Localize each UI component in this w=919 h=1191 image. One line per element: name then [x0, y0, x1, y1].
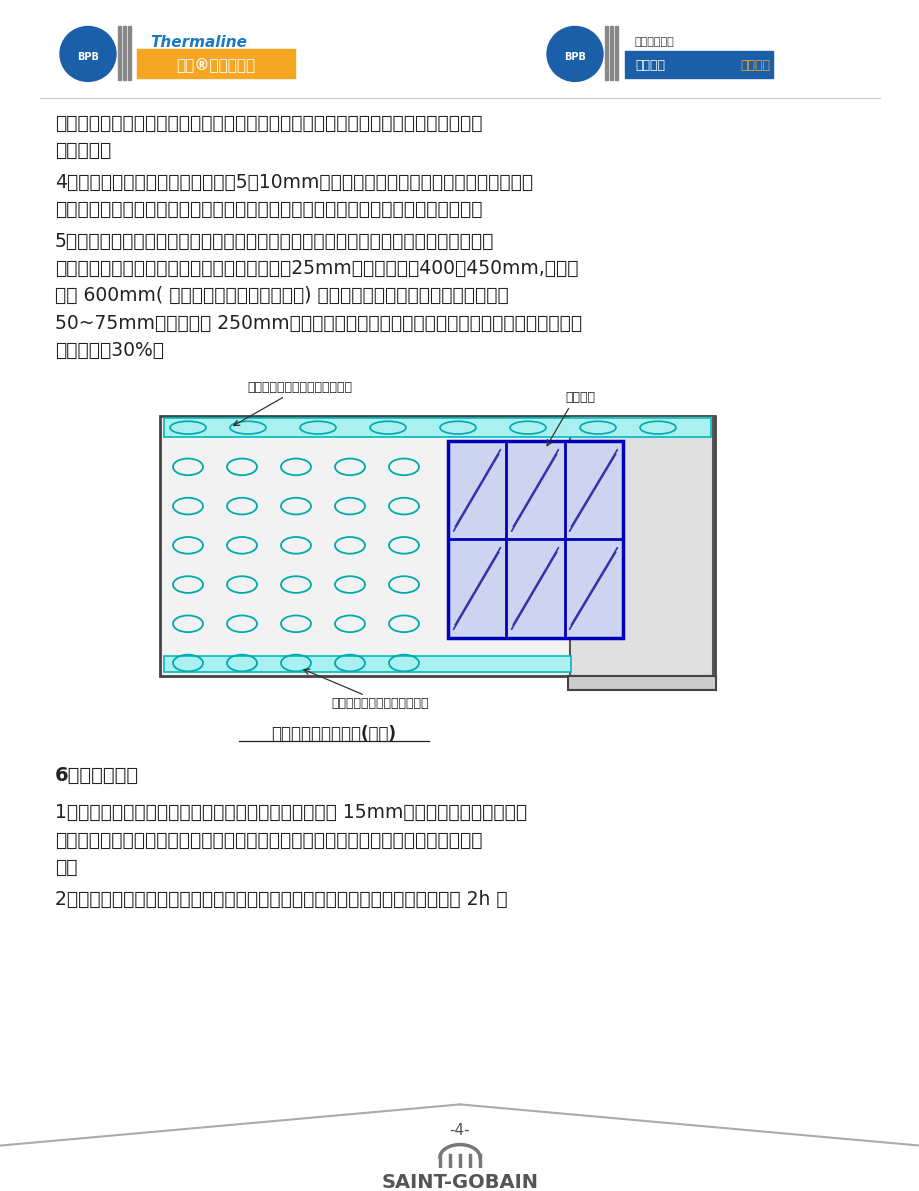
Bar	[570, 416, 712, 675]
Bar	[128, 25, 131, 81]
Bar	[118, 25, 121, 81]
Bar	[164, 656, 571, 672]
Text: 50~75mm，长度约为 250mm，在踢脚线位置连续批抹粘贴材料，整体石膏粘贴面积不小: 50~75mm，长度约为 250mm，在踢脚线位置连续批抹粘贴材料，整体石膏粘贴…	[55, 314, 582, 332]
Text: 板粘贴控制线，门窗洞口控制线。画出复合板的外侧位置线，确定复合板的粘贴位置。: 板粘贴控制线，门窗洞口控制线。画出复合板的外侧位置线，确定复合板的粘贴位置。	[55, 200, 482, 219]
Circle shape	[60, 26, 116, 81]
Text: 距为 600mm( 施工时可根据具体情况而定) 确定粘贴石膏位置，粘贴料块每块宽为: 距为 600mm( 施工时可根据具体情况而定) 确定粘贴石膏位置，粘贴料块每块宽…	[55, 286, 508, 305]
Text: 粘结石膏: 粘结石膏	[564, 391, 595, 404]
Text: 1）在粘贴复合板前，应确保复合板长度小于墙面高度约 15mm。复合板从墙面一边顺序: 1）在粘贴复合板前，应确保复合板长度小于墙面高度约 15mm。复合板从墙面一边顺…	[55, 803, 527, 822]
Text: 于总面积的30%。: 于总面积的30%。	[55, 342, 164, 361]
Text: 齐。: 齐。	[55, 859, 77, 878]
Text: BPB: BPB	[77, 52, 99, 62]
Text: 复合板边线向内打点，两边粘贴块与板边缝相距25mm，纵向间距为400～450mm,横向间: 复合板边线向内打点，两边粘贴块与板边缝相距25mm，纵向间距为400～450mm…	[55, 258, 578, 278]
Bar	[614, 25, 618, 81]
Text: 专业系统: 专业系统	[634, 60, 664, 73]
Text: Thermaline: Thermaline	[150, 35, 246, 50]
Text: 完美方案: 完美方案	[739, 60, 769, 73]
Bar	[605, 25, 607, 81]
Text: 适能®内保温系统: 适能®内保温系统	[176, 57, 255, 73]
Bar	[448, 442, 622, 637]
Bar	[160, 416, 714, 675]
Text: 粘贴，用靠尺轻拍复合板，使背面粘贴牢固，并使板外表面与顶板、地板上的控制线对: 粘贴，用靠尺轻拍复合板，使背面粘贴牢固，并使板外表面与顶板、地板上的控制线对	[55, 831, 482, 849]
Bar	[164, 418, 710, 437]
Text: 5、粘结材料批抹（粘贴面如图一）：在墙面四周、窗户四周连续批抹粘结石膏材料，从: 5、粘结材料批抹（粘贴面如图一）：在墙面四周、窗户四周连续批抹粘结石膏材料，从	[55, 231, 494, 250]
Bar	[624, 51, 772, 79]
Bar	[609, 25, 613, 81]
Text: 4、弹线：根据空气层厚度（一般为5～10mm）及复合板的厚度在顶板和地面上弹出复合: 4、弹线：根据空气层厚度（一般为5～10mm）及复合板的厚度在顶板和地面上弹出复…	[55, 173, 532, 192]
Text: BPB: BPB	[563, 52, 585, 62]
Bar	[567, 675, 715, 690]
Text: 在端部及四周连续涂抹粘结石膏: 在端部及四周连续涂抹粘结石膏	[247, 381, 352, 394]
Text: 填补平整。: 填补平整。	[55, 142, 111, 161]
Text: 在踢脚线处连续涂抹粘结石膏: 在踢脚线处连续涂抹粘结石膏	[331, 698, 428, 710]
Text: 英国石膏集团: 英国石膏集团	[634, 37, 674, 48]
Text: 2）粘贴复合板时，应随时用托线板检查，确保复合板墙面垂直度和平整度，粘贴 2h 内: 2）粘贴复合板时，应随时用托线板检查，确保复合板墙面垂直度和平整度，粘贴 2h …	[55, 890, 507, 909]
Text: 墙面的砂浆、混凝土、污垢应剔凿平整并扫净墙面，对墙面上较大的孔洞应用粘贴石膏: 墙面的砂浆、混凝土、污垢应剔凿平整并扫净墙面，对墙面上较大的孔洞应用粘贴石膏	[55, 114, 482, 132]
Bar	[137, 49, 295, 79]
Circle shape	[547, 26, 602, 81]
Text: -4-: -4-	[449, 1123, 470, 1139]
Text: 6、复合板粘贴: 6、复合板粘贴	[55, 766, 139, 785]
Bar	[123, 25, 127, 81]
Text: SAINT-GOBAIN: SAINT-GOBAIN	[381, 1173, 538, 1191]
Text: 粘贴石膏批抹示意图(图一): 粘贴石膏批抹示意图(图一)	[271, 725, 396, 743]
